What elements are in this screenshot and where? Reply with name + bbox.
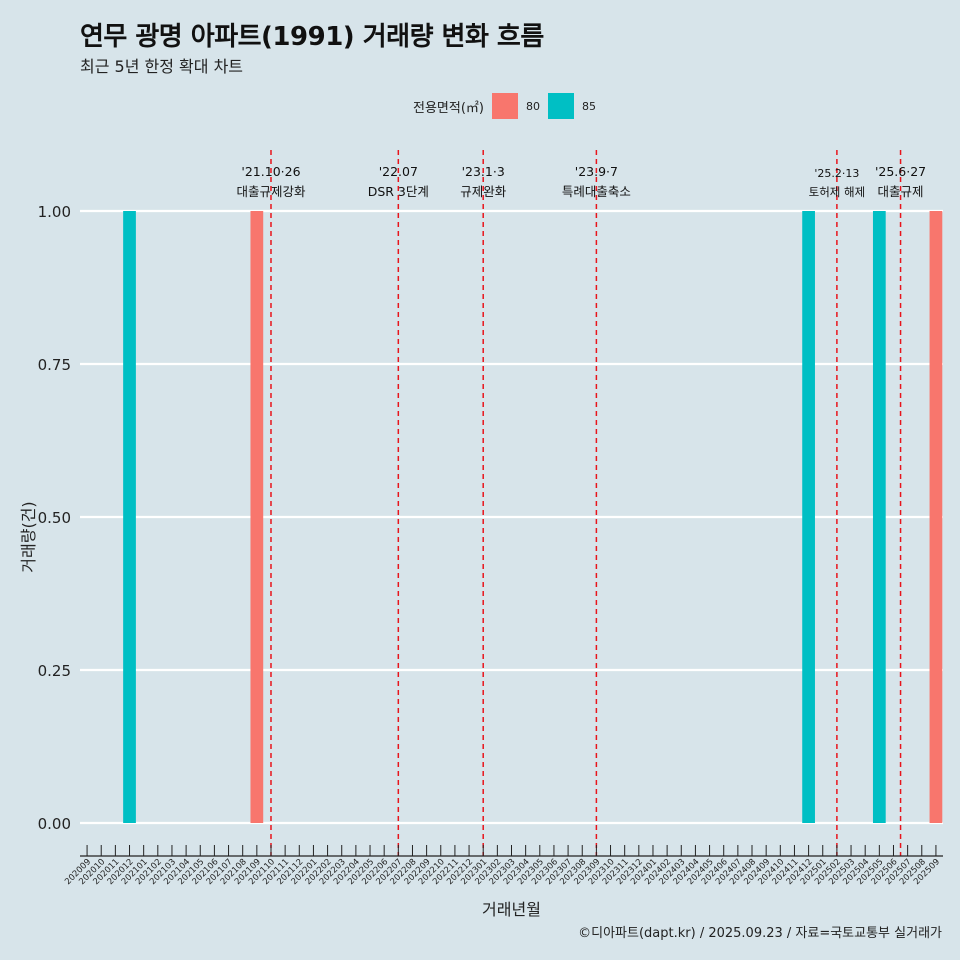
bar-85-202012 (123, 211, 136, 823)
y-tick-label: 0.75 (38, 356, 71, 374)
legend-label-80: 80 (525, 99, 540, 113)
event-text-label: 대출규제강화 (236, 184, 306, 199)
event-text-label: 규제완화 (460, 184, 507, 199)
bar-85-202412 (802, 211, 815, 823)
event-date-label: '25.6·27 (875, 164, 926, 179)
legend-swatch-80 (491, 93, 518, 119)
bar-80-202509 (929, 211, 943, 823)
legend-label-85: 85 (581, 99, 596, 113)
x-axis-title: 거래년월 (482, 900, 541, 919)
y-tick-label: 0.50 (38, 509, 71, 527)
event-text-label: 대출규제 (878, 184, 924, 199)
y-tick-label: 0.25 (38, 662, 71, 680)
y-axis-title: 거래량(건) (19, 501, 38, 572)
chart-title: 연무 광명 아파트(1991) 거래량 변화 흐름 (80, 22, 544, 52)
bar-85-202505 (872, 211, 886, 823)
legend: 전용면적(㎡) 80 85 (413, 92, 604, 120)
event-date-label: '25.2·13 (814, 167, 859, 180)
event-text-label: 특례대출축소 (562, 184, 631, 199)
chart-subtitle: 최근 5년 한정 확대 차트 (80, 57, 244, 76)
y-tick-label: 1.00 (38, 203, 71, 221)
y-tick-label: 0.00 (38, 815, 71, 833)
bar-80-202109 (250, 211, 264, 823)
source-caption: ©디아파트(dapt.kr) / 2025.09.23 / 자료=국토교통부 실… (578, 926, 942, 941)
legend-title: 전용면적(㎡) (413, 100, 484, 116)
event-text-label: 토허제 해제 (809, 185, 866, 199)
event-date-label: '21.10·26 (241, 164, 300, 179)
event-date-label: '23.1·3 (462, 164, 505, 179)
event-date-label: '23.9·7 (575, 164, 618, 179)
legend-swatch-85 (547, 93, 574, 119)
event-text-label: DSR 3단계 (368, 184, 429, 199)
event-date-label: '22.07 (379, 164, 418, 179)
